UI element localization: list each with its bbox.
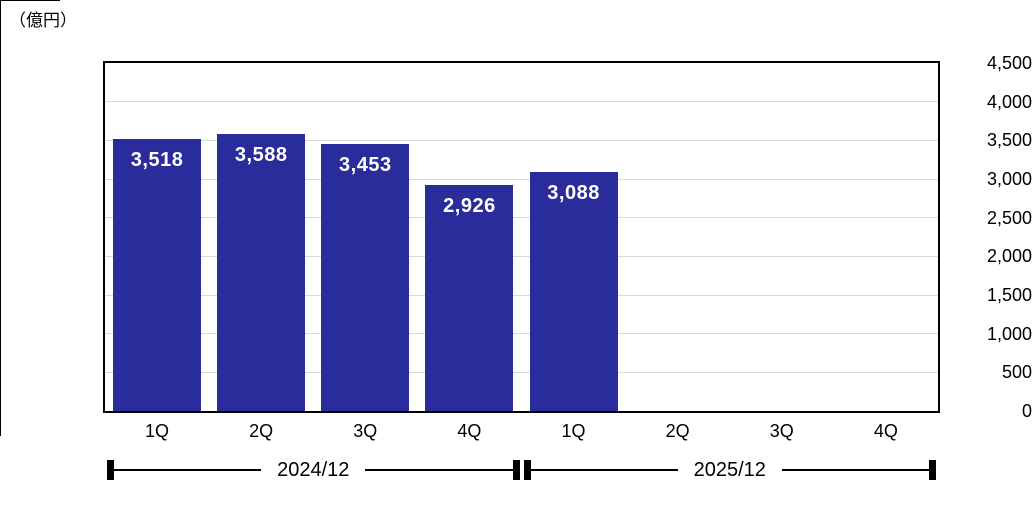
gridline [105, 294, 938, 296]
fiscal-year-label: 2024/12 [261, 457, 366, 483]
plot-area: 3,518 3,588 3,453 2,926 3,088 [103, 61, 940, 413]
y-axis-tick-label: 500 [1001, 362, 1032, 383]
bracket-end-cap [512, 460, 520, 480]
bar-value-label: 3,088 [547, 182, 600, 205]
gridline [105, 101, 938, 103]
gridline [105, 371, 938, 373]
bar-value-label: 2,926 [443, 194, 496, 217]
bar: 2,926 [425, 184, 514, 411]
x-axis-tick-label: 3Q [769, 421, 794, 441]
y-axis-unit-label: （億円） [9, 11, 77, 30]
y-axis-tick-label: 0 [1021, 401, 1032, 421]
y-axis-tick-label: 1,000 [986, 323, 1032, 344]
x-axis-tick-label: 4Q [873, 421, 898, 441]
y-axis-tick-label: 4,500 [986, 53, 1032, 73]
gridline [105, 255, 938, 257]
bar: 3,453 [321, 143, 410, 411]
bar-value-label: 3,588 [234, 143, 288, 166]
bracket-end-cap [523, 460, 531, 480]
x-axis-tick-label: 1Q [561, 421, 586, 441]
x-axis-tick-label: 2Q [665, 421, 690, 441]
fiscal-year-label: 2025/12 [677, 457, 782, 483]
bar-value-label: 3,518 [130, 148, 184, 171]
gridline [105, 178, 938, 180]
y-axis-tick-label: 1,500 [986, 285, 1032, 305]
bracket-label-wrap: 2025/12 [524, 457, 937, 483]
y-axis-tick-label: 3,000 [986, 169, 1032, 189]
x-axis-tick-label: 1Q [145, 421, 170, 441]
crop-edge-top-line [0, 0, 60, 1]
gridline [105, 139, 938, 141]
y-axis-tick-label: 2,500 [986, 207, 1032, 228]
crop-edge-left-line [0, 0, 1, 436]
bar: 3,088 [529, 172, 618, 411]
gridline [105, 217, 938, 219]
y-axis-tick-label: 2,000 [986, 246, 1032, 267]
gridline [105, 333, 938, 335]
y-axis-tick-label: 3,500 [986, 130, 1032, 151]
x-axis-tick-label: 3Q [353, 421, 378, 441]
bar: 3,518 [113, 138, 202, 411]
x-axis-tick-label: 2Q [249, 421, 274, 441]
x-axis-tick-label: 4Q [457, 421, 482, 441]
y-axis-tick-label: 4,000 [986, 91, 1032, 112]
bracket-end-cap [929, 460, 936, 480]
bracket-end-cap [107, 460, 114, 480]
bar: 3,588 [217, 133, 306, 411]
bar-value-label: 3,453 [339, 153, 392, 176]
bracket-label-wrap: 2024/12 [107, 457, 520, 483]
